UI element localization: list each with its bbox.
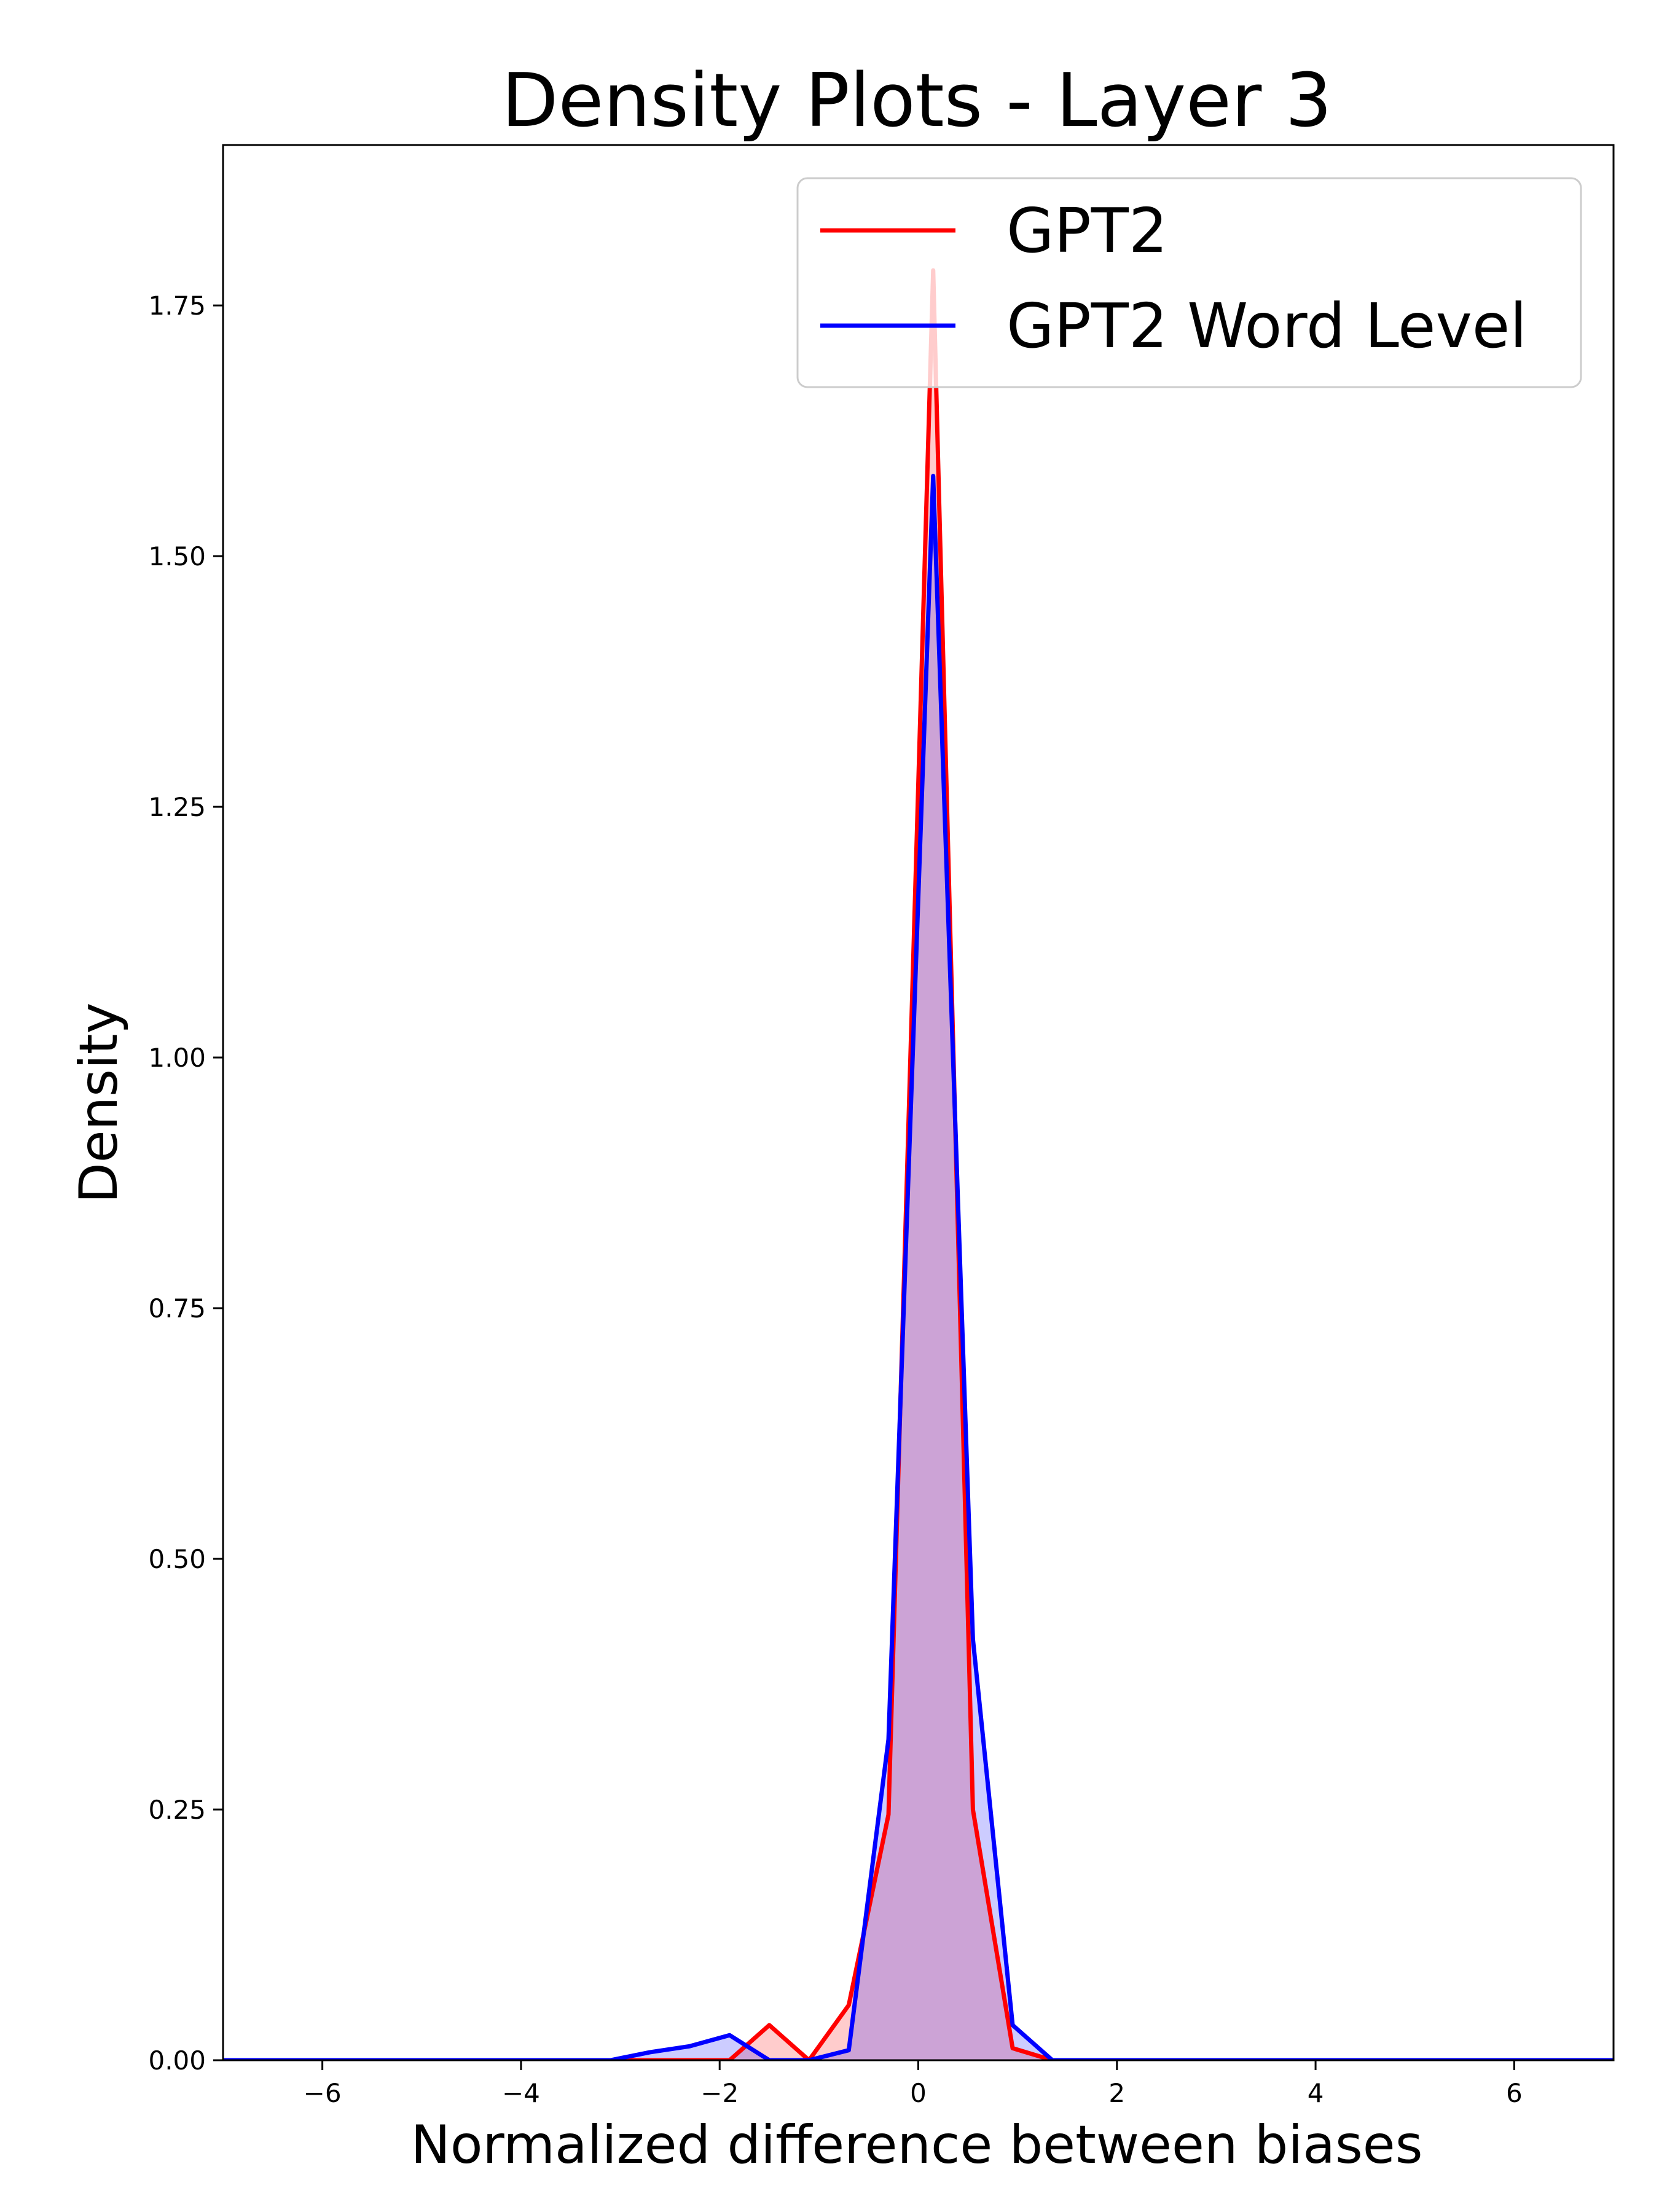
density-areas (223, 270, 1614, 2060)
x-tick-label: −4 (502, 2078, 540, 2108)
x-tick-label: 6 (1506, 2078, 1523, 2108)
y-tick-label: 0.50 (148, 1544, 206, 1574)
x-tick-label: 4 (1308, 2078, 1324, 2108)
y-tick-label: 1.75 (148, 291, 206, 321)
x-axis-label: Normalized difference between biases (410, 2114, 1422, 2176)
line-gpt2-word-level (223, 474, 1614, 2060)
legend: GPT2 GPT2 Word Level (796, 177, 1582, 388)
y-tick-label: 0.75 (148, 1293, 206, 1324)
line-gpt2 (223, 268, 1614, 2060)
legend-label-gpt2: GPT2 (1006, 195, 1168, 267)
y-tick-label: 0.00 (148, 2045, 206, 2076)
density-lines (223, 268, 1614, 2060)
area-gpt2 (223, 270, 1614, 2060)
y-tick-label: 1.50 (148, 541, 206, 571)
chart-title: Density Plots - Layer 3 (501, 58, 1332, 144)
legend-label-gpt2-word-level: GPT2 Word Level (1006, 290, 1527, 362)
legend-box (796, 177, 1582, 388)
x-tick-label: 2 (1108, 2078, 1125, 2108)
x-tick-label: −2 (700, 2078, 739, 2108)
area-gpt2-word-level (223, 476, 1614, 2060)
x-axis-ticks: −6 −4 −2 0 2 4 6 (304, 2060, 1523, 2108)
y-tick-label: 0.25 (148, 1795, 206, 1825)
x-tick-label: −6 (304, 2078, 342, 2108)
y-tick-label: 1.00 (148, 1043, 206, 1073)
y-axis-label: Density (68, 1003, 130, 1204)
y-axis-ticks: 0.00 0.25 0.50 0.75 1.00 1.25 1.50 1.75 (148, 291, 223, 2076)
x-tick-label: 0 (910, 2078, 927, 2108)
y-tick-label: 1.25 (148, 792, 206, 822)
